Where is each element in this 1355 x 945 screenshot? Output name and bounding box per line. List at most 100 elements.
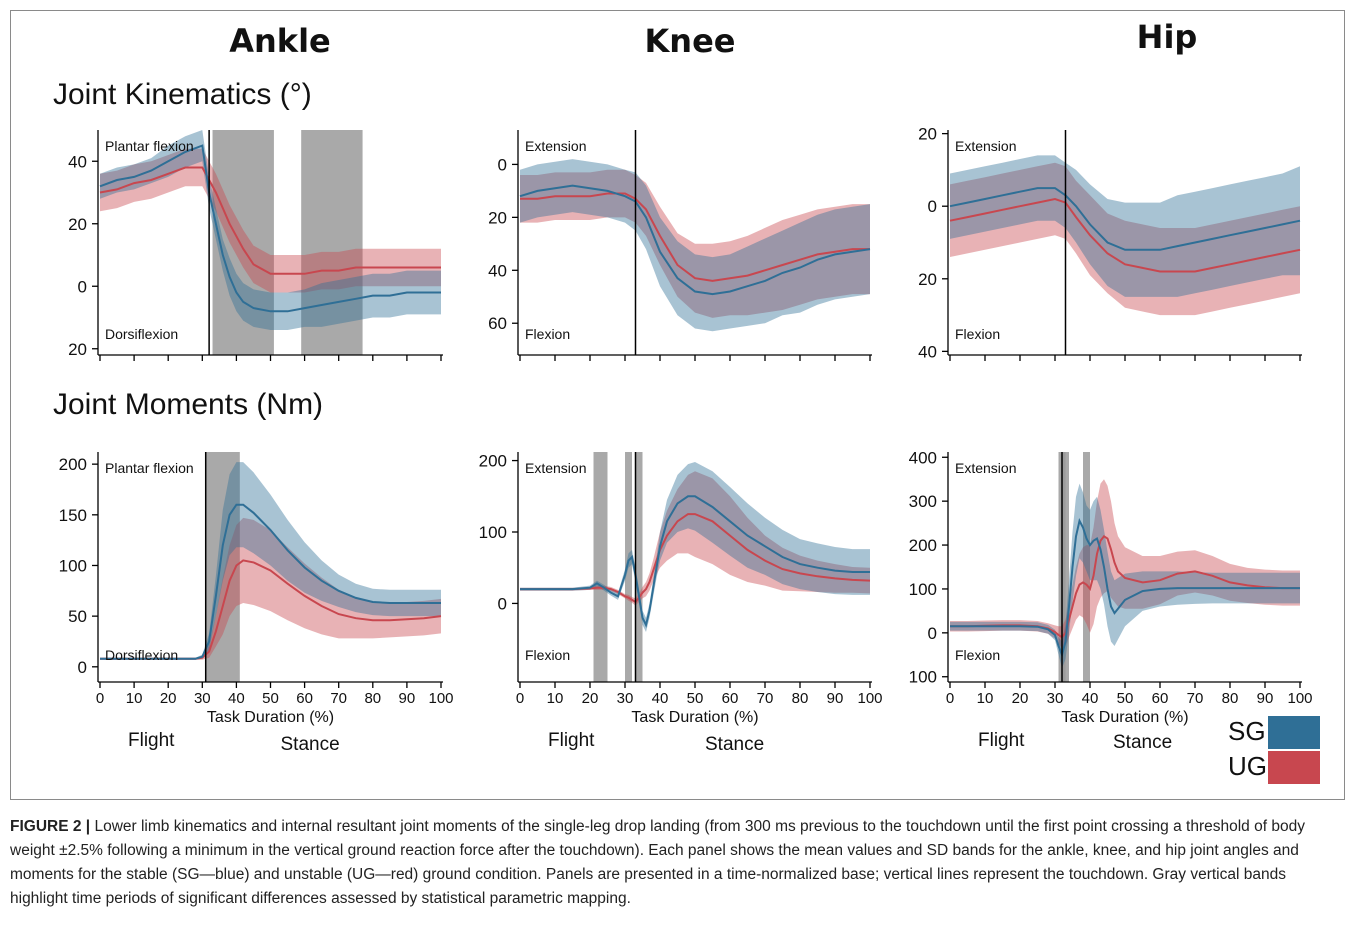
region-label-bottom: Flexion: [955, 647, 1000, 663]
x-tick-label: 90: [1257, 690, 1274, 707]
joint-title-knee: Knee: [644, 22, 736, 60]
x-tick-label: 70: [330, 690, 347, 707]
x-tick-label: 0: [516, 690, 524, 707]
y-tick-label: 20: [918, 270, 937, 289]
x-tick-label: 30: [617, 690, 634, 707]
figure-frame: [10, 10, 1345, 800]
y-tick-label: 200: [479, 452, 507, 471]
y-tick-label: 100: [59, 556, 87, 575]
x-tick-label: 10: [977, 690, 994, 707]
sig-band: [625, 452, 632, 682]
x-tick-label: 70: [1187, 690, 1204, 707]
y-tick-label: 150: [59, 506, 87, 525]
phase-label-flight: Flight: [128, 730, 175, 751]
region-label-top: Extension: [525, 138, 586, 154]
row-title-moments: Joint Moments (Nm): [53, 388, 324, 421]
x-tick-label: 100: [1287, 690, 1312, 707]
x-axis-title: Task Duration (%): [631, 709, 758, 726]
mean-line-ug: [99, 166, 441, 275]
sig-band: [1083, 452, 1090, 682]
region-label-top: Extension: [955, 460, 1016, 476]
y-tick-label: 300: [909, 492, 937, 511]
joint-title-ankle: Ankle: [229, 22, 331, 60]
mean-line-sg: [99, 144, 441, 313]
y-tick-label: 100: [909, 580, 937, 599]
x-tick-label: 80: [792, 690, 809, 707]
x-tick-label: 30: [194, 690, 211, 707]
phase-label-stance: Stance: [705, 734, 764, 755]
x-axis-title: Task Duration (%): [207, 709, 334, 726]
phase-label-flight: Flight: [548, 730, 595, 751]
sd-band-ug: [520, 471, 870, 606]
sd-band-ug: [100, 517, 441, 660]
x-tick-label: 60: [1152, 690, 1169, 707]
region-label-bottom: Flexion: [525, 326, 570, 342]
y-tick-label: 400: [909, 448, 937, 467]
x-tick-label: 50: [687, 690, 704, 707]
y-tick-label: 0: [78, 277, 87, 296]
x-tick-label: 80: [1222, 690, 1239, 707]
x-tick-label: 0: [946, 690, 954, 707]
phase-label-stance: Stance: [1113, 732, 1172, 753]
y-tick-label: 0: [928, 624, 937, 643]
legend-label-ug: UG: [1228, 751, 1267, 781]
x-tick-label: 90: [827, 690, 844, 707]
x-axis-title: Task Duration (%): [1061, 709, 1188, 726]
y-tick-label: 0: [928, 197, 937, 216]
region-label-bottom: Flexion: [525, 647, 570, 663]
x-tick-label: 100: [857, 690, 882, 707]
region-label-top: Plantar flexion: [105, 138, 194, 154]
sd-band-sg: [520, 159, 870, 332]
mean-line-sg: [950, 518, 1300, 658]
sd-band-ug: [950, 479, 1300, 649]
x-tick-label: 50: [1117, 690, 1134, 707]
panel-knee-kinematics: 0 20 40 60 Extension Flexion: [488, 130, 872, 361]
x-tick-label: 60: [722, 690, 739, 707]
mean-line-sg: [100, 503, 441, 660]
x-tick-label: 10: [126, 690, 143, 707]
mean-line-sg: [520, 495, 870, 628]
x-tick-label: 90: [399, 690, 416, 707]
sig-band: [212, 130, 274, 355]
mean-line-ug: [520, 192, 870, 282]
joint-title-hip: Hip: [1136, 18, 1198, 56]
panel-ankle-moments: 200 150 100 50 00 10 20 30 40 50 60 70 80 90 100 Planta…: [59, 452, 454, 755]
region-label-bottom: Dorsiflexion: [105, 326, 178, 342]
sd-band-sg: [100, 130, 441, 330]
x-tick-label: 50: [262, 690, 279, 707]
region-label-bottom: Flexion: [955, 326, 1000, 342]
x-tick-label: 10: [547, 690, 564, 707]
x-tick-label: 80: [364, 690, 381, 707]
mean-line-ug: [520, 513, 871, 604]
x-tick-label: 20: [582, 690, 599, 707]
y-tick-label: 20: [68, 215, 87, 234]
y-tick-label: 0: [498, 594, 507, 613]
y-tick-label: 0: [498, 155, 507, 174]
y-tick-label: 40: [918, 342, 937, 361]
sig-band: [301, 130, 363, 355]
y-tick-label: 20: [68, 340, 87, 359]
y-tick-label: 20: [488, 208, 507, 227]
mean-line-sg: [949, 187, 1301, 251]
y-tick-label: 40: [68, 152, 87, 171]
sd-band-sg: [100, 462, 441, 660]
sig-band: [593, 452, 608, 682]
y-tick-label: 100: [909, 668, 937, 687]
y-tick-label: 50: [68, 607, 87, 626]
x-tick-label: 20: [1012, 690, 1029, 707]
region-label-top: Extension: [525, 460, 586, 476]
region-label-bottom: Dorsiflexion: [105, 647, 178, 663]
panel-knee-moments: 200 100 0 0 10 20 30 40 50 60 70 80 90 100 Extension Fl…: [479, 452, 883, 755]
y-tick-label: 100: [479, 523, 507, 542]
phase-label-flight: Flight: [978, 730, 1025, 751]
mean-line-ug: [949, 197, 1301, 273]
x-tick-label: 0: [96, 690, 104, 707]
region-label-top: Extension: [955, 138, 1016, 154]
x-tick-label: 40: [652, 690, 669, 707]
legend-swatch-sg: [1268, 716, 1320, 749]
caption-label: FIGURE 2 |: [10, 818, 91, 835]
sd-band-sg: [950, 483, 1300, 668]
x-tick-label: 30: [1047, 690, 1064, 707]
y-tick-label: 200: [59, 455, 87, 474]
y-tick-label: 200: [909, 536, 937, 555]
